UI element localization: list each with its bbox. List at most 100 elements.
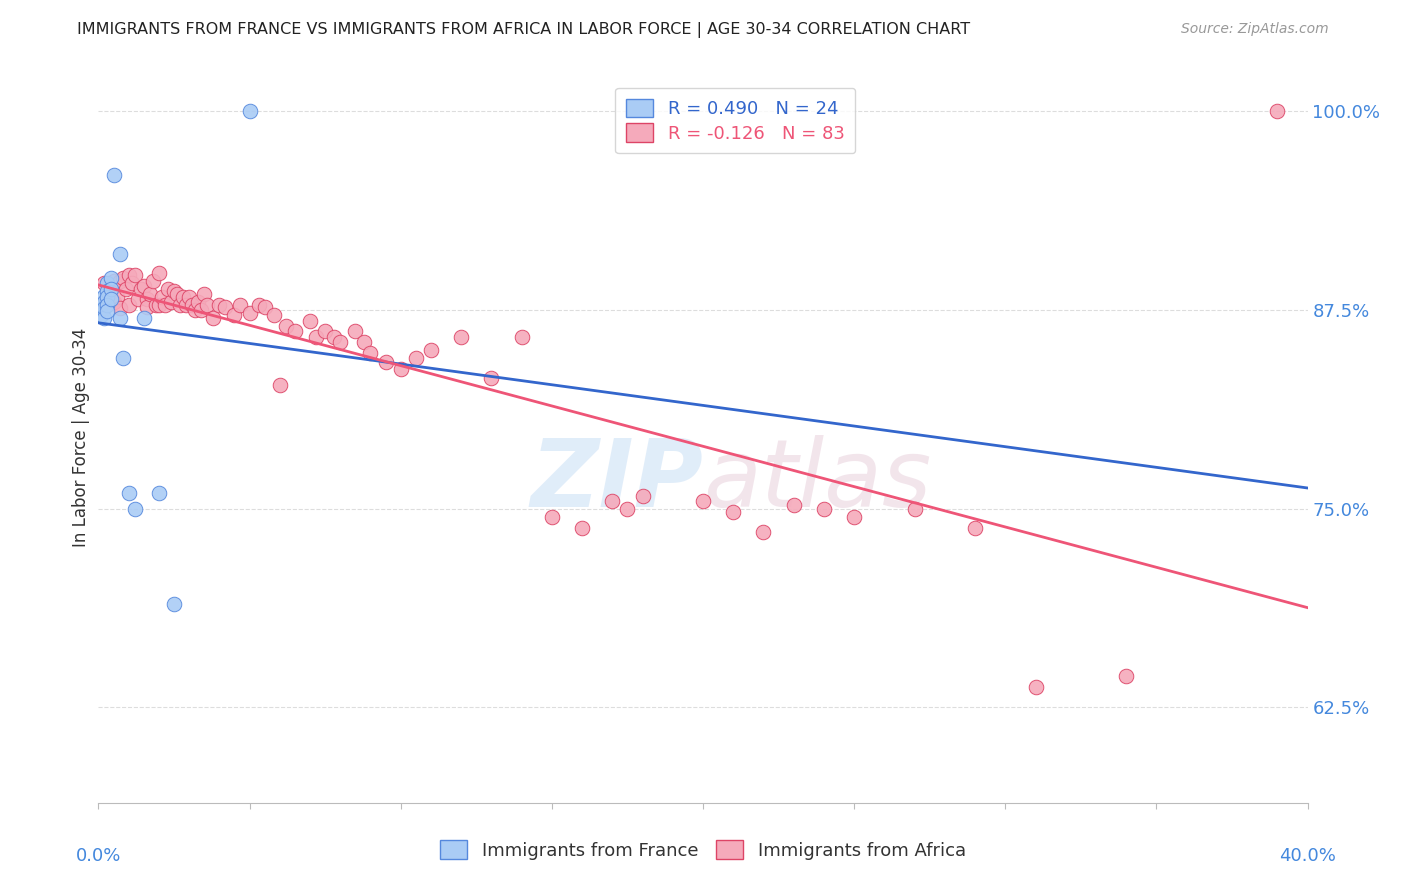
Point	[148, 298, 170, 312]
Point	[1115, 668, 1137, 682]
Point	[156, 282, 179, 296]
Text: atlas: atlas	[703, 435, 931, 526]
Point	[274, 318, 297, 333]
Point	[103, 168, 125, 182]
Point	[631, 489, 654, 503]
Point	[172, 290, 194, 304]
Point	[103, 294, 125, 309]
Point	[389, 361, 412, 376]
Point	[239, 104, 262, 119]
Point	[174, 298, 197, 312]
Point	[145, 298, 167, 312]
Point	[344, 324, 367, 338]
Point	[420, 343, 443, 357]
Point	[96, 284, 118, 298]
Point	[96, 276, 118, 290]
Point	[844, 509, 866, 524]
Point	[224, 308, 246, 322]
Point	[108, 247, 131, 261]
Point	[195, 298, 218, 312]
Text: 0.0%: 0.0%	[76, 847, 121, 865]
Point	[1267, 104, 1289, 119]
Point	[540, 509, 562, 524]
Point	[160, 294, 183, 309]
Point	[169, 298, 191, 312]
Point	[202, 310, 225, 325]
Point	[103, 274, 125, 288]
Point	[93, 310, 115, 325]
Point	[360, 346, 382, 360]
Point	[692, 493, 714, 508]
Point	[114, 282, 136, 296]
Point	[148, 485, 170, 500]
Point	[239, 306, 262, 320]
Point	[124, 268, 146, 282]
Point	[90, 298, 112, 312]
Point	[813, 501, 835, 516]
Point	[139, 287, 162, 301]
Point	[118, 268, 141, 282]
Point	[181, 298, 204, 312]
Point	[263, 308, 285, 322]
Point	[148, 266, 170, 280]
Point	[153, 298, 176, 312]
Point	[450, 330, 472, 344]
Point	[105, 290, 128, 304]
Point	[187, 294, 209, 309]
Text: ZIP: ZIP	[530, 435, 703, 527]
Point	[142, 274, 165, 288]
Point	[253, 300, 276, 314]
Legend: Immigrants from France, Immigrants from Africa: Immigrants from France, Immigrants from …	[433, 833, 973, 867]
Point	[314, 324, 336, 338]
Point	[100, 282, 122, 296]
Point	[166, 287, 188, 301]
Point	[904, 501, 927, 516]
Point	[783, 499, 806, 513]
Point	[121, 276, 143, 290]
Point	[571, 521, 593, 535]
Point	[111, 271, 134, 285]
Point	[108, 274, 131, 288]
Point	[179, 290, 201, 304]
Text: IMMIGRANTS FROM FRANCE VS IMMIGRANTS FROM AFRICA IN LABOR FORCE | AGE 30-34 CORR: IMMIGRANTS FROM FRANCE VS IMMIGRANTS FRO…	[77, 22, 970, 38]
Point	[96, 294, 118, 309]
Point	[214, 300, 236, 314]
Point	[96, 298, 118, 312]
Point	[93, 301, 115, 316]
Point	[723, 505, 745, 519]
Point	[299, 314, 322, 328]
Legend: R = 0.490   N = 24, R = -0.126   N = 83: R = 0.490 N = 24, R = -0.126 N = 83	[616, 87, 855, 153]
Point	[323, 330, 346, 344]
Point	[111, 351, 134, 365]
Point	[108, 310, 131, 325]
Point	[616, 501, 638, 516]
Point	[1024, 680, 1046, 694]
Point	[93, 288, 115, 302]
Point	[132, 310, 155, 325]
Point	[163, 284, 186, 298]
Point	[229, 298, 252, 312]
Point	[129, 282, 152, 296]
Point	[329, 334, 352, 349]
Point	[284, 324, 307, 338]
Point	[127, 292, 149, 306]
Text: Source: ZipAtlas.com: Source: ZipAtlas.com	[1181, 22, 1329, 37]
Point	[100, 271, 122, 285]
Point	[405, 351, 427, 365]
Point	[752, 525, 775, 540]
Point	[132, 279, 155, 293]
Point	[150, 290, 173, 304]
Point	[93, 294, 115, 309]
Point	[602, 493, 624, 508]
Point	[96, 290, 118, 304]
Point	[247, 298, 270, 312]
Point	[100, 292, 122, 306]
Point	[135, 292, 157, 306]
Point	[269, 377, 291, 392]
Point	[510, 330, 533, 344]
Point	[374, 355, 396, 369]
Point	[90, 308, 112, 322]
Point	[100, 282, 122, 296]
Point	[481, 371, 503, 385]
Point	[353, 334, 375, 349]
